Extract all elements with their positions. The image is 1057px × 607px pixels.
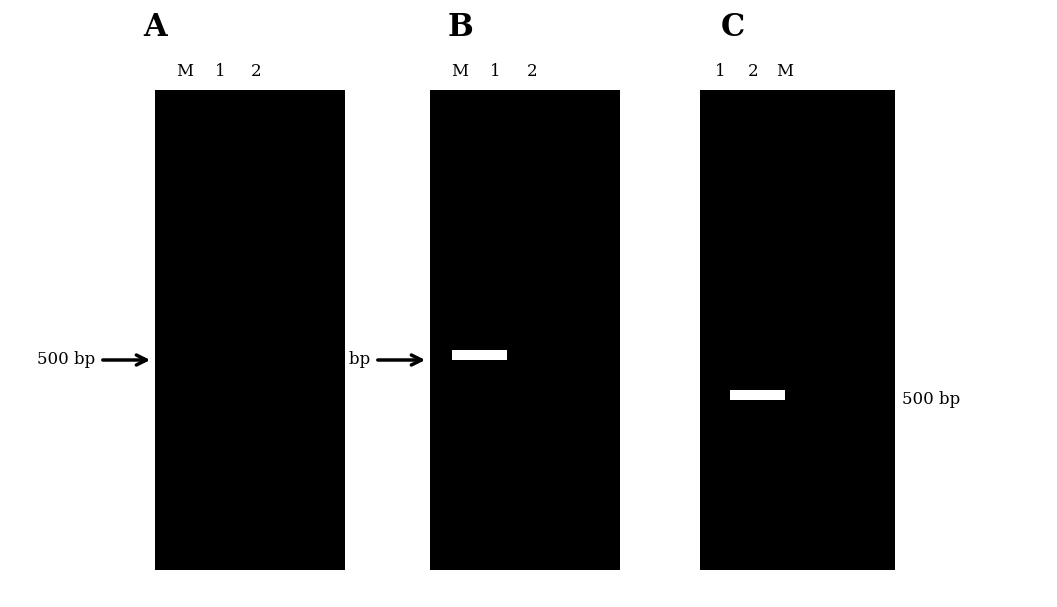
Bar: [730, 390, 785, 400]
Bar: [452, 350, 507, 360]
Text: 2: 2: [526, 64, 537, 81]
Text: 1: 1: [715, 64, 725, 81]
Text: M: M: [451, 64, 468, 81]
Text: 500 bp: 500 bp: [902, 392, 960, 409]
Bar: [155, 90, 345, 570]
Text: 2: 2: [747, 64, 758, 81]
Bar: [700, 90, 895, 570]
Text: B: B: [447, 13, 472, 44]
Text: 1: 1: [215, 64, 225, 81]
Text: 500 bp: 500 bp: [312, 351, 370, 368]
Text: 1: 1: [489, 64, 500, 81]
Text: 2: 2: [251, 64, 261, 81]
Bar: [430, 90, 620, 570]
Text: M: M: [177, 64, 193, 81]
Text: M: M: [777, 64, 794, 81]
Text: A: A: [143, 13, 167, 44]
Text: 500 bp: 500 bp: [37, 351, 95, 368]
Text: C: C: [721, 13, 745, 44]
